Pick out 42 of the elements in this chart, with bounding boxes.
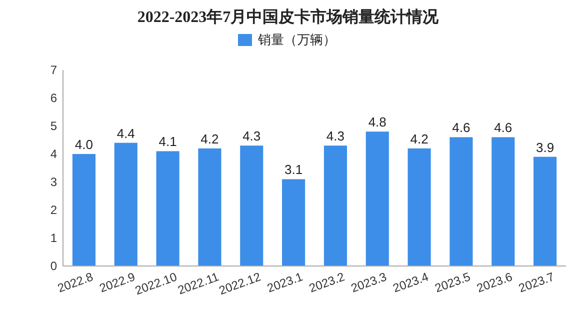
legend-label: 销量（万辆） [257, 32, 336, 47]
bar [324, 146, 347, 266]
bar [408, 148, 431, 266]
bar [492, 137, 515, 266]
bar [534, 156, 557, 266]
data-label: 4.4 [116, 126, 135, 141]
y-tick-label: 6 [50, 91, 58, 105]
y-tick-label: 0 [50, 259, 58, 273]
data-label: 4.3 [242, 128, 261, 144]
x-tick-label: 2023.7 [516, 270, 556, 296]
data-label: 4.1 [158, 134, 177, 150]
chart-title: 2022-2023年7月中国皮卡市场销量统计情况 [137, 8, 440, 26]
x-tick-label: 2023.2 [307, 270, 347, 296]
y-tick-label: 1 [50, 231, 58, 245]
data-label: 4.2 [410, 131, 428, 146]
data-label: 4.8 [368, 114, 386, 130]
x-tick-label: 2022.8 [56, 270, 96, 296]
bar [240, 146, 264, 266]
bar [450, 137, 473, 266]
bar [366, 132, 389, 266]
bar [198, 148, 222, 266]
x-tick-label: 2023.4 [391, 270, 431, 296]
x-tick-label: 2023.6 [474, 270, 514, 296]
y-tick-label: 7 [50, 63, 58, 77]
data-label: 4.3 [326, 128, 344, 144]
bar [72, 154, 96, 266]
y-tick-label: 3 [50, 175, 58, 189]
data-label: 3.9 [536, 140, 554, 155]
data-label: 4.2 [200, 131, 219, 146]
y-tick-label: 4 [50, 147, 58, 161]
bar [282, 179, 306, 266]
data-label: 4.0 [74, 137, 93, 152]
bar [114, 142, 138, 266]
x-tick-label: 2023.5 [432, 270, 473, 296]
data-label: 4.6 [494, 120, 512, 136]
x-tick-label: 2023.1 [265, 270, 305, 296]
data-label: 4.6 [452, 120, 470, 136]
data-label: 3.1 [284, 162, 303, 178]
y-tick-label: 5 [50, 119, 58, 133]
y-tick-label: 2 [50, 203, 58, 217]
bar [156, 151, 180, 266]
x-tick-label: 2023.3 [349, 270, 389, 296]
